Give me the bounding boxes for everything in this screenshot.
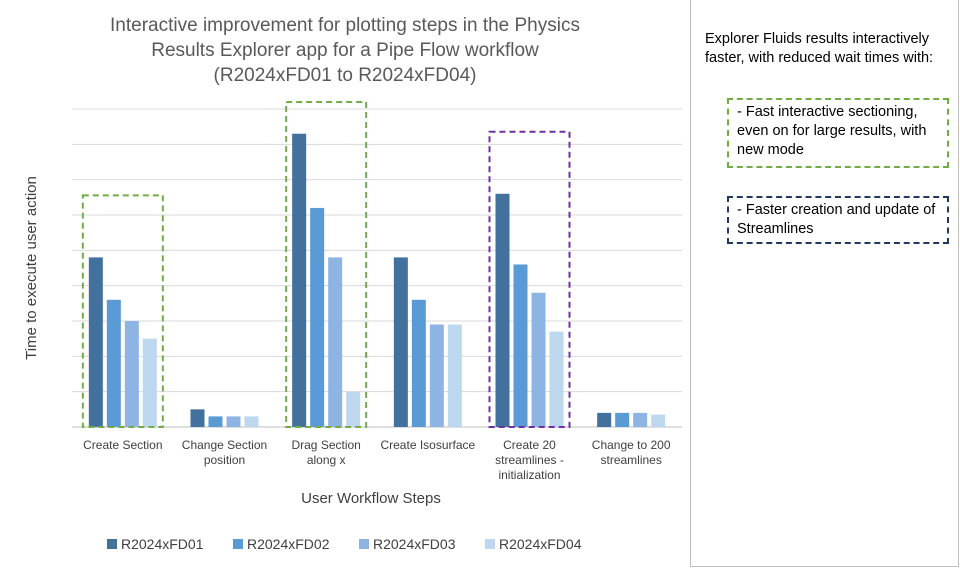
x-tick-label: initialization: [498, 468, 560, 482]
x-tick-label: Create Isosurface: [380, 438, 475, 452]
legend-swatch: [233, 539, 243, 549]
bar: [597, 412, 612, 427]
x-tick-label: Drag Section: [291, 438, 360, 452]
legend-swatch: [359, 539, 369, 549]
x-tick-label: streamlines -: [495, 453, 564, 467]
bar: [190, 409, 205, 427]
legend-swatch: [107, 539, 117, 549]
x-tick-label: along x: [307, 453, 346, 467]
bar: [513, 264, 528, 427]
legend: R2024xFD01 R2024xFD02 R2024xFD03 R2024xFD04: [107, 536, 582, 552]
bar: [411, 299, 426, 427]
bar: [124, 321, 139, 427]
x-axis-title: User Workflow Steps: [301, 490, 441, 507]
chart-title: Interactive improvement for plotting ste…: [110, 15, 580, 86]
bars: [88, 133, 666, 427]
legend-label: R2024xFD02: [247, 536, 330, 552]
bar: [226, 416, 241, 427]
bar: [531, 292, 546, 427]
x-tick-label: position: [204, 453, 245, 467]
y-axis-title: Time to execute user action: [23, 176, 40, 360]
x-tick-label: streamlines: [600, 453, 661, 467]
x-tick-label: Create 20: [503, 438, 556, 452]
bar: [106, 299, 121, 427]
bar: [495, 193, 510, 427]
annotation-panel: Explorer Fluids results interactively fa…: [690, 0, 959, 567]
chart-title-line: Interactive improvement for plotting ste…: [110, 15, 580, 36]
note-fast-sectioning: - Fast interactive sectioning, even on f…: [727, 98, 949, 168]
bar: [633, 412, 648, 427]
highlight-box: [488, 130, 571, 429]
legend-swatch: [485, 539, 495, 549]
bar: [142, 338, 157, 427]
bar: [328, 257, 343, 427]
bar: [292, 133, 307, 427]
chart-title-line: (R2024xFD01 to R2024xFD04): [214, 65, 477, 86]
bar: [88, 257, 103, 427]
legend-label: R2024xFD04: [499, 536, 582, 552]
highlight-boxes: [81, 101, 571, 429]
x-tick-label: Change Section: [182, 438, 267, 452]
highlight-box: [81, 194, 164, 428]
note-faster-streamlines: - Faster creation and update of Streamli…: [727, 196, 949, 244]
bar: [429, 324, 444, 427]
bar: [393, 257, 408, 427]
gridlines: [72, 108, 682, 428]
bar: [615, 412, 630, 427]
bar: [346, 391, 361, 427]
legend-label: R2024xFD01: [121, 536, 204, 552]
bar: [310, 207, 325, 427]
chart-title-line: Results Explorer app for a Pipe Flow wor…: [151, 40, 539, 61]
legend-label: R2024xFD03: [373, 536, 456, 552]
bar: [651, 414, 666, 427]
highlight-box: [285, 101, 368, 428]
chart: Interactive improvement for plotting ste…: [23, 15, 682, 552]
panel-intro-text: Explorer Fluids results interactively fa…: [705, 31, 934, 66]
bar: [244, 416, 259, 427]
x-tick-label: Create Section: [83, 438, 162, 452]
bar: [549, 331, 564, 427]
bar: [447, 324, 462, 427]
bar: [208, 416, 223, 427]
x-tick-label: Change to 200: [592, 438, 671, 452]
